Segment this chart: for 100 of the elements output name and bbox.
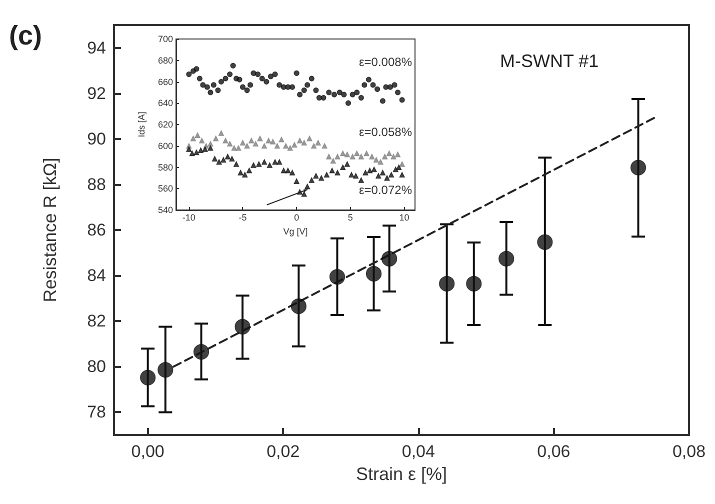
point xyxy=(384,175,390,181)
y-axis-title: Ids [A] xyxy=(136,112,146,138)
text: (c) xyxy=(9,20,42,50)
point xyxy=(350,92,356,98)
point xyxy=(466,276,482,292)
point xyxy=(240,140,246,146)
x-tick-label: 10 xyxy=(399,212,410,222)
point xyxy=(308,177,314,183)
point xyxy=(324,172,330,178)
point xyxy=(236,145,242,151)
point xyxy=(274,143,280,149)
point xyxy=(630,160,646,176)
series-label: ε=0.072% xyxy=(358,183,412,198)
point xyxy=(340,150,346,156)
point xyxy=(371,166,377,172)
point xyxy=(352,173,359,179)
point xyxy=(344,161,350,167)
x-tick-label: 5 xyxy=(348,212,353,222)
x-tick-label: 0,02 xyxy=(266,442,300,461)
point xyxy=(290,298,306,314)
point xyxy=(218,78,224,85)
y-tick-label: 94 xyxy=(87,38,106,58)
y-tick-label: 86 xyxy=(87,220,106,240)
point xyxy=(336,90,342,96)
point xyxy=(304,184,310,190)
point xyxy=(200,82,206,88)
point xyxy=(326,154,332,160)
point xyxy=(366,266,382,282)
point xyxy=(194,66,200,72)
point xyxy=(189,150,195,156)
series-label: ε=0.008% xyxy=(358,54,412,69)
point xyxy=(311,143,317,149)
y-tick-label: 90 xyxy=(87,129,106,148)
y-tick-label: 78 xyxy=(87,402,106,422)
point xyxy=(196,76,202,82)
point xyxy=(261,159,268,165)
point xyxy=(227,140,233,147)
point xyxy=(247,82,254,88)
point xyxy=(261,143,268,149)
point xyxy=(190,136,196,142)
point xyxy=(240,84,246,90)
point xyxy=(236,76,242,82)
point xyxy=(212,156,218,162)
point xyxy=(369,154,375,160)
point xyxy=(222,138,228,144)
y-tick-label: 600 xyxy=(158,140,173,151)
point xyxy=(358,177,364,183)
point xyxy=(376,173,382,179)
point xyxy=(294,178,300,184)
point xyxy=(270,138,276,144)
point xyxy=(388,172,394,178)
point xyxy=(366,168,373,174)
point xyxy=(364,150,370,156)
point xyxy=(248,138,254,144)
point xyxy=(313,88,319,94)
point xyxy=(344,152,350,158)
point xyxy=(498,250,514,266)
point xyxy=(362,170,368,176)
point xyxy=(233,161,240,167)
point xyxy=(340,164,346,170)
point xyxy=(341,92,347,98)
y-tick-label: 580 xyxy=(158,162,173,172)
point xyxy=(250,70,256,76)
point xyxy=(378,159,384,165)
point xyxy=(370,82,376,88)
point xyxy=(280,168,286,174)
point xyxy=(218,130,224,136)
y-tick-label: 92 xyxy=(87,84,106,103)
point xyxy=(199,138,205,144)
point xyxy=(252,140,258,147)
point xyxy=(334,170,340,176)
point xyxy=(283,143,289,149)
point xyxy=(234,319,250,335)
point xyxy=(220,156,226,163)
point xyxy=(301,140,307,146)
point xyxy=(394,90,401,96)
point xyxy=(266,138,272,144)
y-tick-label: 88 xyxy=(87,174,106,194)
point xyxy=(285,168,291,174)
point xyxy=(204,84,210,90)
y-axis-title: Resistance R [kΩ] xyxy=(40,158,60,302)
x-tick-label: -5 xyxy=(238,212,247,222)
point xyxy=(140,370,156,386)
point xyxy=(194,149,200,156)
point xyxy=(222,76,228,82)
point xyxy=(373,156,380,163)
point xyxy=(297,138,303,144)
point xyxy=(210,82,216,88)
point xyxy=(255,71,261,78)
point xyxy=(386,150,392,156)
point xyxy=(297,92,303,98)
y-tick-label: 640 xyxy=(158,98,173,108)
point xyxy=(231,145,237,151)
point xyxy=(227,71,233,78)
y-tick-label: 700 xyxy=(158,34,173,44)
point xyxy=(238,170,244,176)
y-tick-label: 680 xyxy=(158,55,173,66)
point xyxy=(345,100,352,106)
y-tick-label: 620 xyxy=(158,120,173,130)
point xyxy=(537,234,553,250)
